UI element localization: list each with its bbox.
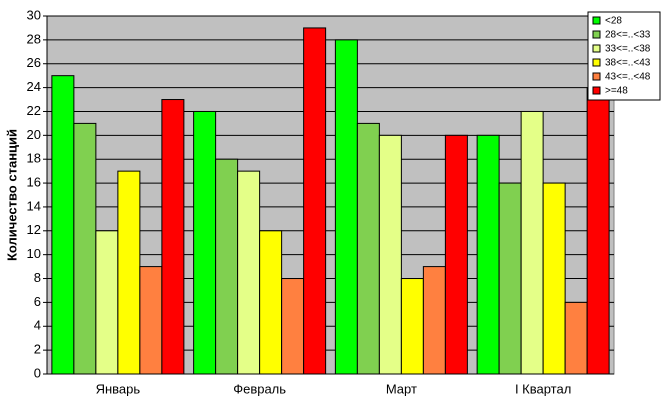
bar (161, 99, 185, 375)
y-tick-label: 12 (27, 222, 41, 237)
y-tick-label: 30 (27, 7, 41, 22)
bar (237, 170, 261, 375)
y-tick-label: 16 (27, 175, 41, 190)
legend-box (587, 11, 661, 101)
y-axis-label: Количество станций (4, 129, 19, 261)
bar (422, 266, 446, 375)
bar (139, 266, 163, 375)
y-tick-label: 2 (34, 342, 41, 357)
bar (498, 182, 522, 375)
x-tick-label: Февраль (233, 381, 286, 396)
x-tick-label: Январь (96, 381, 141, 396)
bar (215, 158, 239, 375)
bar (259, 230, 283, 375)
bar (193, 110, 217, 375)
y-tick-label: 24 (27, 79, 41, 94)
y-tick-label: 10 (27, 246, 41, 261)
y-tick-label: 22 (27, 103, 41, 118)
x-tick-label: Март (386, 381, 417, 396)
y-tick-label: 0 (34, 365, 41, 380)
bar (444, 134, 468, 375)
legend-swatch (592, 58, 601, 67)
legend-label: 33<=..<38 (605, 44, 651, 55)
bar (520, 110, 544, 375)
legend-label: 28<=..<33 (605, 30, 651, 41)
bar (586, 87, 610, 375)
legend-swatch (592, 72, 601, 81)
legend-label: 38<=..<43 (605, 58, 651, 69)
y-tick-label: 26 (27, 55, 41, 70)
bar (564, 301, 588, 375)
bar (51, 75, 75, 375)
y-tick-label: 18 (27, 151, 41, 166)
bar (73, 122, 97, 375)
bar (117, 170, 141, 375)
bar (356, 122, 380, 375)
legend-swatch (592, 44, 601, 53)
y-tick-label: 14 (27, 198, 41, 213)
bar (378, 134, 402, 375)
y-tick-label: 8 (34, 270, 41, 285)
bar (281, 278, 305, 375)
legend-label: >=48 (605, 86, 628, 97)
legend-swatch (592, 30, 601, 39)
bar (303, 27, 327, 375)
bar (334, 39, 358, 375)
bar (542, 182, 566, 375)
bar (476, 134, 500, 375)
y-tick-label: 4 (34, 318, 41, 333)
bar (95, 230, 119, 375)
legend-swatch (592, 16, 601, 25)
bar (400, 278, 424, 375)
y-tick-label: 6 (34, 294, 41, 309)
legend-label: <28 (605, 16, 622, 27)
y-tick-label: 28 (27, 31, 41, 46)
x-tick-label: I Квартал (515, 381, 571, 396)
y-tick-label: 20 (27, 127, 41, 142)
legend-swatch (592, 86, 601, 95)
legend-label: 43<=..<48 (605, 72, 651, 83)
legend: <28 28<=..<33 33<=..<38 38<=..<43 43<=..<48 >… (587, 11, 661, 101)
